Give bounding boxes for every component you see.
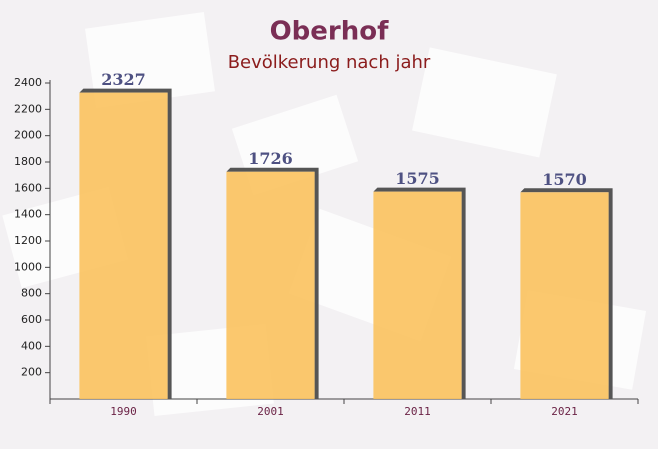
- chart-subtitle: Bevölkerung nach jahr: [228, 52, 431, 73]
- value-label: 1726: [248, 149, 293, 168]
- y-tick-label: 1800: [14, 155, 42, 168]
- y-tick-label: 1400: [14, 208, 42, 221]
- x-tick-label: 2001: [257, 405, 284, 418]
- y-tick-label: 600: [21, 313, 42, 326]
- y-tick-label: 200: [21, 366, 42, 379]
- value-label: 1575: [395, 169, 440, 188]
- y-tick-label: 800: [21, 287, 42, 300]
- y-tick-label: 1200: [14, 234, 42, 247]
- bar: [373, 191, 462, 399]
- y-tick-label: 2400: [14, 76, 42, 89]
- x-tick-label: 1990: [110, 405, 137, 418]
- x-tick-label: 2011: [404, 405, 431, 418]
- y-tick-label: 1000: [14, 260, 42, 273]
- y-tick-label: 2200: [14, 102, 42, 115]
- x-tick-label: 2021: [551, 405, 578, 418]
- bar: [520, 192, 609, 399]
- value-label: 2327: [101, 70, 146, 89]
- y-tick-label: 1600: [14, 181, 42, 194]
- y-tick-label: 2000: [14, 129, 42, 142]
- y-tick-label: 400: [21, 339, 42, 352]
- chart-title: Oberhof: [270, 17, 390, 47]
- bar: [79, 92, 168, 399]
- value-label: 1570: [542, 170, 587, 189]
- bar: [226, 171, 315, 399]
